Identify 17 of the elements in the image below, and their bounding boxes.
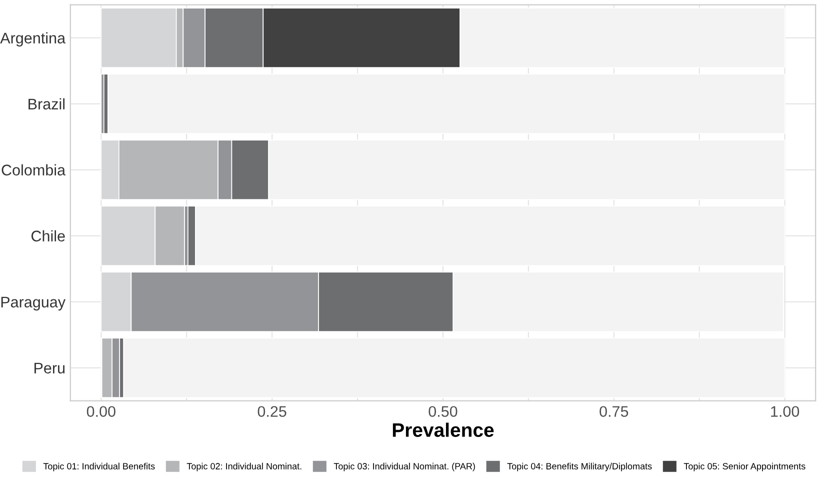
y-tick-label: Peru (34, 362, 65, 374)
x-tick-label: 0.00 (86, 406, 116, 417)
y-tick-label: Chile (31, 230, 65, 242)
legend-label: Topic 02: Individual Nominat. (186, 462, 302, 472)
x-axis-title: Prevalence (392, 422, 494, 437)
legend-label: Topic 03: Individual Nominat. (PAR) (334, 462, 475, 472)
legend-label: Topic 05: Senior Appointments (684, 462, 806, 472)
y-tick-label: Colombia (2, 164, 66, 176)
legend-label: Topic 01: Individual Benefits (43, 462, 155, 472)
x-tick-label: 1.00 (771, 406, 800, 417)
y-tick-label: Brazil (28, 98, 64, 110)
y-tick-label: Argentina (0, 32, 66, 47)
x-tick-label: 0.50 (428, 406, 458, 417)
y-tick-label: Paraguay (1, 296, 66, 311)
legend-label: Topic 04: Benefits Military/Diplomats (507, 462, 652, 472)
x-tick-label: 0.75 (600, 406, 628, 417)
x-tick-label: 0.25 (258, 406, 286, 417)
